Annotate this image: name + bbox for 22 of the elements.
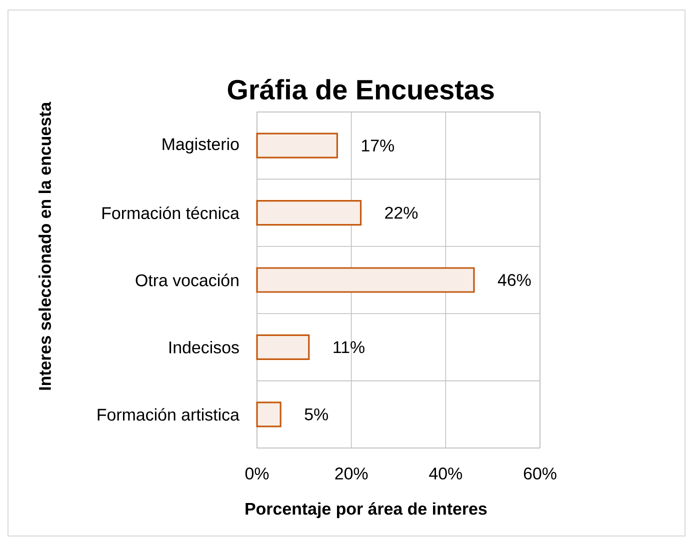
y-axis-title: Interes seleccionado en la encuesta (38, 102, 51, 390)
x-tick-label: 60% (524, 468, 556, 480)
data-label: 46% (498, 274, 531, 286)
data-label: 22% (385, 206, 418, 219)
data-label: 5% (304, 408, 328, 420)
chart-title: Gráfia de Encuestas (228, 78, 494, 100)
y-tick-label: Otra vocación (136, 274, 238, 286)
y-tick-label: Indecisos (169, 340, 239, 354)
bar (256, 334, 310, 360)
bar (256, 200, 362, 226)
bar (256, 132, 338, 158)
bar (256, 402, 282, 428)
data-label: 11% (334, 341, 364, 354)
x-axis-title: Porcentaje por área de interes (246, 502, 487, 518)
y-tick-label: Formación artistica (98, 408, 240, 421)
x-tick-label: 20% (335, 468, 368, 480)
y-tick-label: Formación técnica (102, 206, 240, 220)
data-label: 17% (362, 140, 394, 152)
x-tick-label: 40% (429, 468, 462, 480)
x-tick-label: 0% (245, 468, 269, 480)
bar (256, 267, 475, 293)
y-tick-label: Magisterio (162, 138, 239, 154)
